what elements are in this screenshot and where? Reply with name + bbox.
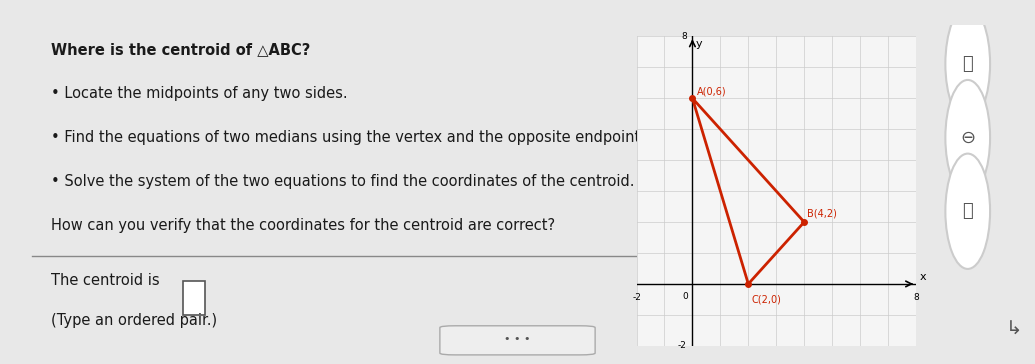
Text: ⌕: ⌕ <box>963 55 973 73</box>
Text: (Type an ordered pair.): (Type an ordered pair.) <box>52 313 217 328</box>
Text: ↳: ↳ <box>1006 320 1023 339</box>
Text: Where is the centroid of △ABC?: Where is the centroid of △ABC? <box>52 42 310 58</box>
Circle shape <box>945 80 990 195</box>
FancyBboxPatch shape <box>440 326 595 355</box>
Text: A(0,6): A(0,6) <box>697 87 727 97</box>
Text: ⧉: ⧉ <box>963 202 973 220</box>
Circle shape <box>945 154 990 269</box>
Text: How can you verify that the coordinates for the centroid are correct?: How can you verify that the coordinates … <box>52 218 556 233</box>
Bar <box>183 281 205 315</box>
Text: ⊖: ⊖ <box>960 128 975 147</box>
Text: • Solve the system of the two equations to find the coordinates of the centroid.: • Solve the system of the two equations … <box>52 174 634 189</box>
Text: • Find the equations of two medians using the vertex and the opposite endpoint.: • Find the equations of two medians usin… <box>52 130 646 146</box>
Text: y: y <box>696 39 702 50</box>
Text: 0: 0 <box>682 292 688 301</box>
Circle shape <box>945 6 990 122</box>
Text: C(2,0): C(2,0) <box>751 295 781 305</box>
Text: -2: -2 <box>632 293 641 302</box>
Text: • • •: • • • <box>504 333 531 344</box>
Text: B(4,2): B(4,2) <box>807 209 837 219</box>
Text: 8: 8 <box>681 32 687 41</box>
Text: • Locate the midpoints of any two sides.: • Locate the midpoints of any two sides. <box>52 86 348 102</box>
Text: -2: -2 <box>678 341 687 350</box>
Text: The centroid is: The centroid is <box>52 273 160 288</box>
Text: 8: 8 <box>913 293 919 302</box>
Text: x: x <box>920 272 926 282</box>
